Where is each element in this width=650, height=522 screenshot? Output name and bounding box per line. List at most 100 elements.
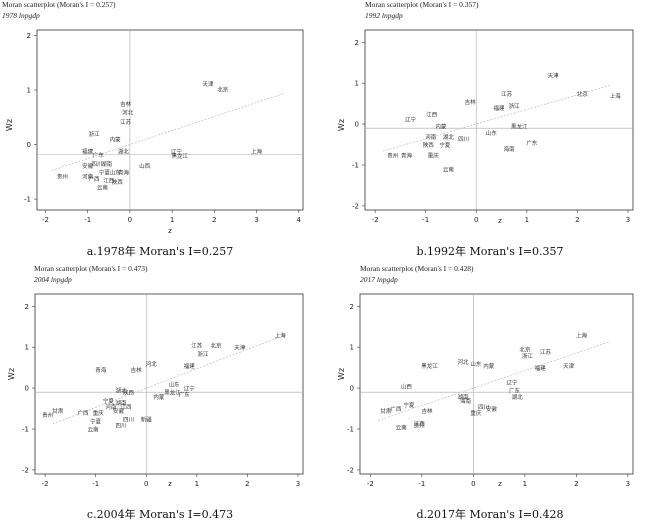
data-point-label: 山西	[139, 162, 151, 170]
y-tick-label: 0	[27, 141, 31, 149]
x-tick-label: 3	[626, 480, 630, 488]
data-point-label: 海南	[504, 145, 516, 153]
data-point-label: 内蒙	[483, 362, 495, 370]
data-point-label: 山东	[470, 360, 482, 368]
data-point-label: 湖北	[115, 387, 127, 395]
data-point-label: 福建	[493, 104, 505, 112]
y-tick-label: -1	[352, 162, 359, 170]
data-point-label: 黑龙江	[164, 389, 181, 397]
x-tick-label: 3	[626, 216, 630, 224]
y-tick-label: -2	[347, 466, 354, 474]
data-point-label: 陕西	[423, 141, 435, 149]
data-point-label: 江西	[426, 111, 438, 118]
chart-subtitle: 2017 lnpgdp	[360, 275, 398, 284]
data-point-label: 河南	[105, 403, 117, 411]
data-point-label: 陕西	[123, 389, 135, 397]
caption-2004: c.2004年 Moran's I=0.473	[86, 508, 234, 521]
x-tick-label: -2	[372, 216, 379, 224]
data-point-label: 宁夏	[439, 141, 451, 149]
data-point-label: 重庆	[93, 409, 105, 417]
plot-frame	[364, 29, 634, 211]
chart-title: Moran scatterplot (Moran's I = 0.357)	[365, 0, 479, 9]
data-point-label: 贵州	[42, 411, 53, 419]
y-tick-label: -2	[22, 466, 29, 474]
data-point-label: 天津	[548, 73, 560, 80]
y-axis-label: Wz	[7, 368, 16, 380]
data-point-label: 吉林	[421, 407, 433, 415]
x-tick-label: -2	[42, 216, 49, 224]
x-tick-label: 3	[296, 480, 300, 488]
panel-1992: Moran scatterplot (Moran's I = 0.357) 19…	[330, 0, 650, 260]
y-tick-label: 0	[355, 121, 359, 129]
data-point-label: 山东	[486, 129, 498, 137]
data-point-label: 上海	[275, 331, 287, 339]
plot-frame	[34, 293, 304, 475]
data-point-label: 湖北	[118, 148, 130, 156]
data-point-label: 北京	[519, 346, 531, 354]
y-tick-label: 2	[355, 39, 359, 47]
data-point-label: 北京	[577, 90, 589, 98]
data-point-label: 湖北	[443, 133, 455, 141]
data-point-label: 河南	[82, 173, 94, 181]
data-point-label: 浙江	[509, 102, 521, 110]
data-point-label: 贵州	[387, 151, 398, 159]
y-axis-label: Wz	[337, 119, 346, 131]
y-tick-label: 0	[25, 385, 29, 393]
data-point-label: 甘肃	[380, 407, 392, 415]
y-tick-label: 2	[350, 303, 354, 311]
data-point-label: 江苏	[120, 118, 132, 126]
data-point-label: 重庆	[428, 151, 440, 159]
x-tick-label: 3	[254, 216, 258, 224]
panel-2004: Moran scatterplot (Moran's I = 0.473) 20…	[0, 264, 320, 522]
data-point-label: 福建	[82, 148, 94, 156]
data-point-label: 湖南	[458, 393, 470, 401]
y-axis-label: Wz	[5, 119, 14, 131]
data-point-label: 内蒙	[110, 136, 122, 144]
data-point-label: 河北	[146, 360, 158, 368]
data-point-label: 四川	[478, 404, 489, 411]
chart-title: Moran scatterplot (Moran's I = 0.428)	[360, 264, 474, 273]
regression-line	[51, 93, 285, 171]
data-point-label: 黑龙江	[171, 152, 188, 160]
data-point-label: 山东	[110, 168, 122, 176]
data-point-label: 广东	[509, 387, 521, 395]
data-point-label: 上海	[610, 92, 622, 100]
x-tick-label: 1	[170, 216, 174, 224]
regression-line	[52, 336, 281, 425]
caption-2017: d.2017年 Moran's I=0.428	[416, 508, 564, 521]
y-tick-label: 2	[25, 303, 29, 311]
data-point-label: 广东	[93, 151, 105, 159]
data-point-label: 天津	[202, 81, 214, 88]
data-point-label: 青海	[118, 168, 130, 176]
data-point-label: 广东	[179, 391, 191, 399]
x-tick-label: 2	[575, 216, 579, 224]
data-point-label: 江西	[414, 420, 426, 427]
x-tick-label: 0	[471, 480, 475, 488]
data-point-label: 江西	[103, 178, 115, 185]
plot-frame	[36, 29, 304, 211]
x-axis-label: z	[498, 217, 502, 225]
x-tick-label: 0	[474, 216, 478, 224]
data-point-label: 贵州	[57, 173, 68, 181]
data-point-label: 黑龙江	[421, 362, 438, 370]
x-tick-label: 2	[574, 480, 578, 488]
chart-title: Moran scatterplot (Moran's I = 0.257)	[2, 0, 116, 9]
data-point-label: 福建	[535, 364, 547, 372]
data-point-label: 广西	[391, 405, 403, 413]
y-tick-label: -1	[347, 426, 354, 434]
data-point-label: 内蒙	[435, 123, 447, 131]
data-point-label: 江苏	[540, 348, 552, 356]
data-point-label: 山东	[169, 381, 181, 389]
data-point-label: 浙江	[522, 352, 534, 360]
data-point-label: 贵州	[414, 421, 425, 429]
data-point-label: 河北	[122, 108, 134, 116]
data-point-label: 四川	[123, 416, 134, 423]
x-tick-label: -1	[92, 480, 99, 488]
data-point-label: 宁夏	[90, 417, 102, 425]
data-point-label: 湖北	[512, 393, 524, 401]
panel-2017: Moran scatterplot (Moran's I = 0.428) 20…	[330, 264, 650, 522]
x-tick-label: -1	[422, 216, 429, 224]
